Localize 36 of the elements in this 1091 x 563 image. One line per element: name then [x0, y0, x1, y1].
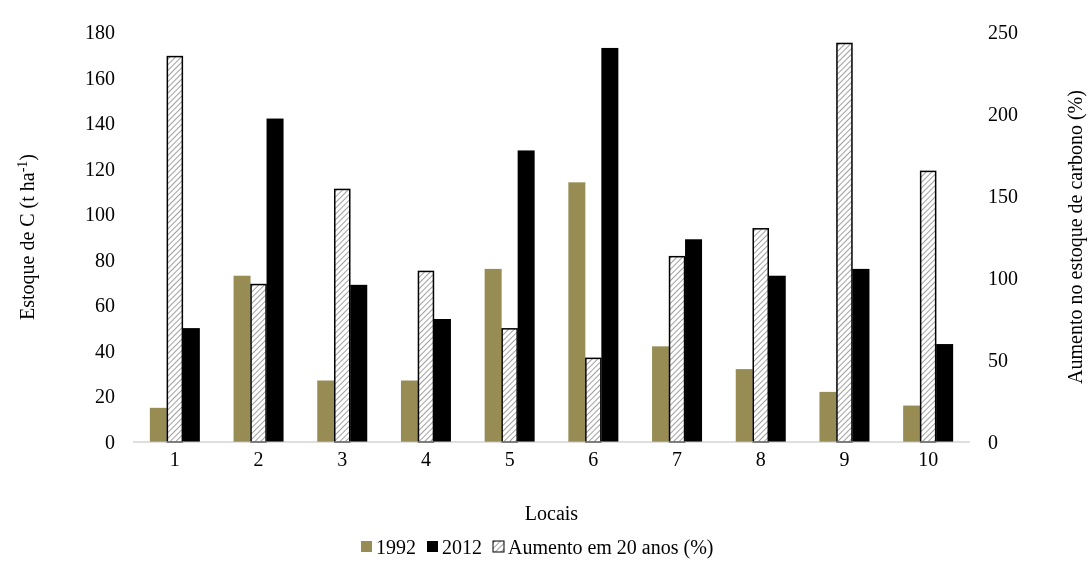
x-tick-label: 7 [672, 448, 683, 470]
bar [149, 407, 167, 442]
y-tick-label: 140 [85, 112, 115, 135]
x-tick-label: 5 [504, 448, 515, 470]
legend-label: Aumento em 20 anos (%) [508, 535, 714, 559]
y-tick-label: 80 [95, 248, 115, 271]
y-tick-label: 0 [105, 431, 115, 453]
y2-tick-label: 100 [988, 267, 1018, 289]
legend-label: 1992 [376, 535, 416, 558]
bar [819, 391, 837, 442]
bar [903, 405, 921, 442]
x-tick-label: 10 [918, 448, 939, 470]
y2-axis-title: Aumento no estoque de carbono (%) [1064, 90, 1087, 384]
y-tick-label: 120 [85, 157, 115, 180]
x-tick-label: 3 [337, 448, 348, 470]
y-tick-label: 40 [95, 339, 115, 362]
bar [568, 182, 586, 442]
y2-tick-label: 50 [988, 349, 1008, 371]
bar [317, 380, 335, 442]
y2-tick-label: 0 [988, 431, 998, 453]
y2-tick-label: 150 [988, 185, 1018, 207]
legend-label: 2012 [442, 535, 482, 558]
x-tick-label: 4 [420, 448, 431, 470]
y-tick-label: 20 [95, 385, 115, 408]
y2-tick-label: 250 [988, 21, 1018, 43]
x-tick-label: 2 [253, 448, 264, 470]
y-tick-label: 100 [85, 203, 115, 226]
x-tick-label: 9 [839, 448, 850, 470]
x-tick-label: 1 [169, 448, 180, 470]
x-tick-label: 6 [588, 448, 599, 470]
y-tick-label: 180 [85, 21, 115, 43]
y-tick-label: 160 [85, 66, 115, 89]
x-axis-title: Locais [524, 502, 579, 524]
y-tick-label: 60 [95, 294, 115, 317]
x-tick-label: 8 [755, 448, 766, 470]
y2-tick-label: 200 [988, 103, 1018, 125]
